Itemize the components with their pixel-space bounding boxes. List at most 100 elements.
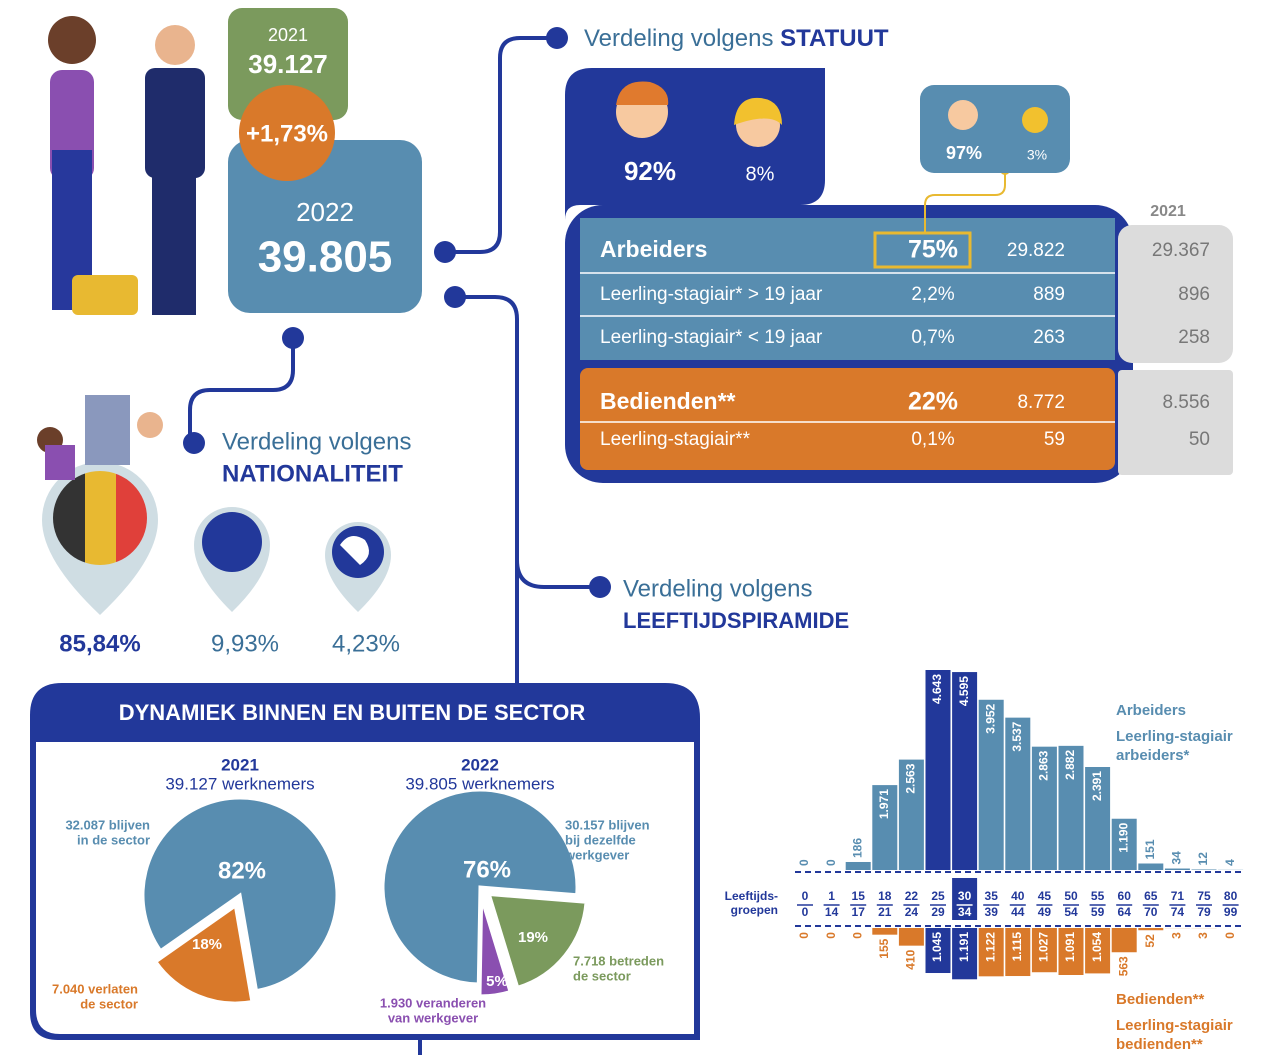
- bar-label: 186: [850, 838, 864, 858]
- row-count: 263: [1033, 327, 1065, 348]
- arbeiders-gender-box: [920, 85, 1070, 173]
- pie-year: 2021: [221, 755, 259, 774]
- age-title-bold: LEEFTIJDSPIRAMIDE: [623, 608, 849, 633]
- prev-column: [1118, 370, 1233, 475]
- row-count: 59: [1044, 429, 1065, 450]
- group-to: 70: [1144, 905, 1158, 919]
- pie-label: 5%: [486, 973, 508, 990]
- bedienden-bar: [1112, 928, 1137, 952]
- bar-label: 3: [1170, 932, 1184, 939]
- group-from: 75: [1197, 889, 1211, 903]
- age-title-prefix: Verdeling volgens: [623, 575, 812, 602]
- group-to: 39: [985, 905, 999, 919]
- group-to: 54: [1064, 905, 1078, 919]
- bar-label: 2.563: [904, 763, 918, 793]
- prev-year: 2021: [268, 25, 308, 45]
- title-prefix: Verdeling volgens: [584, 25, 773, 52]
- group-to: 74: [1171, 905, 1185, 919]
- group-to: 44: [1011, 905, 1025, 919]
- bar-label: 1.190: [1116, 822, 1130, 852]
- group-from: 45: [1038, 889, 1052, 903]
- group-from: 40: [1011, 889, 1025, 903]
- bar-label: 1.191: [957, 932, 971, 962]
- row-prev: 29.367: [1152, 240, 1210, 261]
- pie-label: 82%: [218, 857, 266, 884]
- pie-year: 2022: [461, 755, 499, 774]
- row-label: Arbeiders: [600, 236, 707, 262]
- pie-label: 76%: [463, 856, 511, 883]
- row-pct: 2,2%: [911, 284, 954, 305]
- change: +1,73%: [246, 120, 328, 147]
- group-from: 1: [828, 889, 835, 903]
- current-value: 39.805: [258, 233, 393, 282]
- men-pct: 92%: [624, 156, 676, 186]
- bar-label: 0: [824, 859, 838, 866]
- pie-note: 1.930 veranderen: [380, 995, 486, 1010]
- group-to: 99: [1224, 905, 1238, 919]
- women-arbeiders-pct: 3%: [1027, 147, 1047, 163]
- title-bold: STATUUT: [780, 25, 889, 52]
- group-to: 24: [905, 905, 919, 919]
- group-from: 65: [1144, 889, 1158, 903]
- group-to: 17: [852, 905, 866, 919]
- pie-note: bij dezelfde: [565, 832, 636, 847]
- group-to: 64: [1118, 905, 1132, 919]
- bar-label: 52: [1143, 934, 1157, 948]
- group-to: 34: [958, 905, 972, 919]
- nat-title-prefix: Verdeling volgens: [222, 428, 411, 455]
- people-illustration: [48, 16, 205, 315]
- group-from: 80: [1224, 889, 1238, 903]
- women-pct: 8%: [746, 163, 775, 185]
- pie-note: van werkgever: [388, 1010, 478, 1025]
- axis-label: Leeftijds-: [725, 889, 778, 903]
- group-from: 71: [1171, 889, 1185, 903]
- statuut-title: Verdeling volgens STATUUT: [584, 25, 889, 52]
- group-to: 0: [802, 905, 809, 919]
- row-label: Bedienden**: [600, 388, 736, 414]
- arbeiders-bar: [1138, 863, 1163, 870]
- pie-label: 18%: [192, 936, 222, 953]
- group-from: 0: [802, 889, 809, 903]
- arbeiders-bar: [1165, 869, 1190, 870]
- nat-title-bold: NATIONALITEIT: [222, 460, 403, 487]
- prev-value: 39.127: [248, 49, 328, 79]
- bar-label: 12: [1196, 852, 1210, 866]
- group-from: 30: [958, 889, 972, 903]
- group-from: 50: [1064, 889, 1078, 903]
- infographic: 2021 39.127 +1,73% 2022 39.805 Verdeling…: [0, 0, 1287, 1055]
- bar-label: 1.115: [1010, 932, 1024, 962]
- bar-label: 2.882: [1063, 750, 1077, 780]
- bar-label: 1.054: [1090, 932, 1104, 962]
- bar-label: 0: [797, 932, 811, 939]
- legend-entry: Leerling-stagiair: [1116, 1017, 1233, 1034]
- dynamiek-title: DYNAMIEK BINNEN EN BUITEN DE SECTOR: [119, 700, 586, 725]
- group-from: 25: [931, 889, 945, 903]
- group-from: 22: [905, 889, 919, 903]
- row-pct: 75%: [908, 236, 958, 264]
- bar-label: 1.971: [877, 789, 891, 819]
- group-from: 18: [878, 889, 892, 903]
- row-label: Leerling-stagiair* > 19 jaar: [600, 284, 823, 305]
- row-prev: 258: [1178, 327, 1210, 348]
- arbeiders-bar: [1192, 869, 1217, 870]
- bar-label: 410: [904, 949, 918, 969]
- bar-label: 3.952: [983, 703, 997, 733]
- bar-label: 0: [850, 932, 864, 939]
- bar-label: 3.537: [1010, 721, 1024, 751]
- pie-note: 30.157 blijven: [565, 817, 650, 832]
- nationality-pct: 85,84%: [59, 630, 140, 657]
- bar-label: 0: [824, 932, 838, 939]
- legend-entry: Arbeiders: [1116, 702, 1186, 719]
- pie-total: 39.127 werknemers: [165, 774, 314, 793]
- group-from: 15: [852, 889, 866, 903]
- row-label: Leerling-stagiair**: [600, 429, 751, 450]
- bar-label: 151: [1143, 839, 1157, 859]
- row-prev: 896: [1178, 284, 1210, 305]
- gender-box: [565, 68, 825, 220]
- bar-label: 4: [1223, 859, 1237, 866]
- row-count: 29.822: [1007, 240, 1065, 261]
- group-from: 60: [1118, 889, 1132, 903]
- row-pct: 22%: [908, 388, 958, 416]
- legend-entry: bedienden**: [1116, 1036, 1203, 1053]
- men-arbeiders-pct: 97%: [946, 143, 982, 163]
